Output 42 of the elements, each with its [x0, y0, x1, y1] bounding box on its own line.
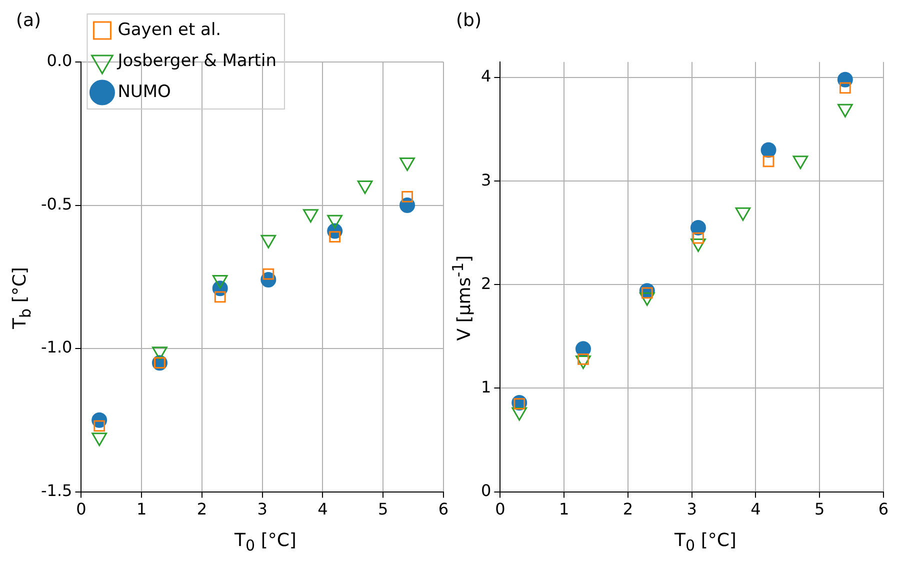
- y-tick-label: 2: [480, 274, 492, 293]
- point: [327, 214, 342, 228]
- y-tick-label: 0: [480, 480, 492, 500]
- point: [357, 180, 373, 194]
- point: [302, 209, 318, 223]
- point: [760, 142, 776, 158]
- x-tick-label: 2: [622, 500, 634, 519]
- x-tick-label: 2: [196, 500, 208, 519]
- x-tick-label: 3: [686, 500, 697, 519]
- point: [400, 158, 415, 172]
- y-tick-label: -1.5: [41, 480, 72, 500]
- legend-label: NUMO: [118, 82, 171, 102]
- point: [839, 82, 851, 94]
- y-tick-label: 4: [480, 66, 492, 86]
- point: [762, 156, 774, 168]
- x-axis-title: T$_{0}$ [°C]: [674, 530, 738, 555]
- x-tick-label: 5: [378, 500, 388, 519]
- chart-title: (b): [456, 10, 482, 31]
- chart-title: (a): [16, 10, 42, 31]
- x-tick-label: 5: [814, 500, 825, 519]
- x-tick-label: 1: [558, 500, 570, 519]
- x-tick-label: 4: [318, 500, 328, 519]
- legend-label: Josberger & Martin: [116, 50, 276, 71]
- x-tick-label: 0: [76, 500, 86, 519]
- point: [692, 232, 704, 244]
- y-tick-label: 0.0: [46, 51, 72, 70]
- point: [690, 220, 706, 236]
- x-tick-label: 1: [136, 500, 147, 519]
- x-tick-label: 4: [750, 500, 761, 519]
- x-tick-label: 6: [438, 500, 449, 519]
- y-tick-label: -1.0: [41, 338, 72, 357]
- x-axis-title: T$_{0}$ [°C]: [234, 530, 298, 555]
- y-tick-label: 1: [480, 377, 492, 396]
- x-tick-label: 3: [257, 500, 268, 519]
- point: [260, 234, 276, 248]
- point: [214, 291, 226, 303]
- point: [402, 190, 413, 202]
- x-tick-label: 6: [878, 500, 889, 519]
- x-tick-label: 0: [495, 500, 506, 519]
- y-tick-label: 3: [480, 170, 492, 190]
- legend-label: Gayen et al.: [118, 20, 222, 40]
- y-tick-label: -0.5: [41, 194, 72, 214]
